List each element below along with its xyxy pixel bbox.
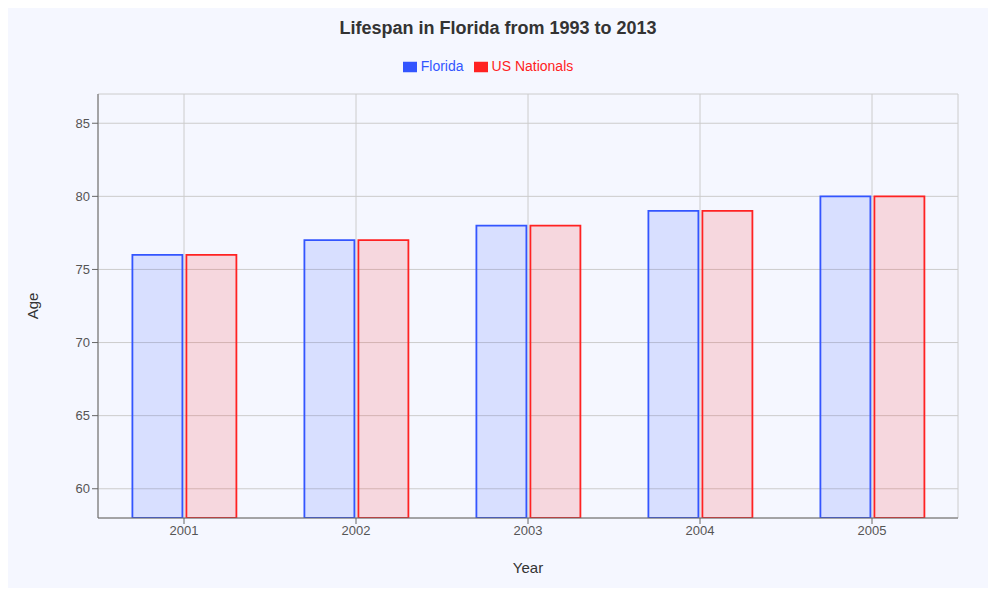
svg-text:Year: Year <box>513 559 543 576</box>
svg-text:2001: 2001 <box>170 523 199 538</box>
svg-text:2003: 2003 <box>514 523 543 538</box>
svg-text:65: 65 <box>76 408 90 423</box>
svg-text:85: 85 <box>76 116 90 131</box>
svg-text:75: 75 <box>76 262 90 277</box>
html-text:Lifespan in Florida from 1993: Lifespan in Florida from 1993 to 2013 <box>339 18 657 38</box>
svg-text:Age: Age <box>24 293 41 320</box>
html-text:Florida: Florida <box>420 58 464 74</box>
svg-text:2004: 2004 <box>686 523 715 538</box>
html-text:US Nationals: US Nationals <box>491 58 574 74</box>
svg-text:80: 80 <box>76 189 90 204</box>
svg-text:70: 70 <box>76 335 90 350</box>
svg-text:60: 60 <box>76 481 90 496</box>
svg-text:2002: 2002 <box>342 523 371 538</box>
svg-text:2005: 2005 <box>858 523 887 538</box>
